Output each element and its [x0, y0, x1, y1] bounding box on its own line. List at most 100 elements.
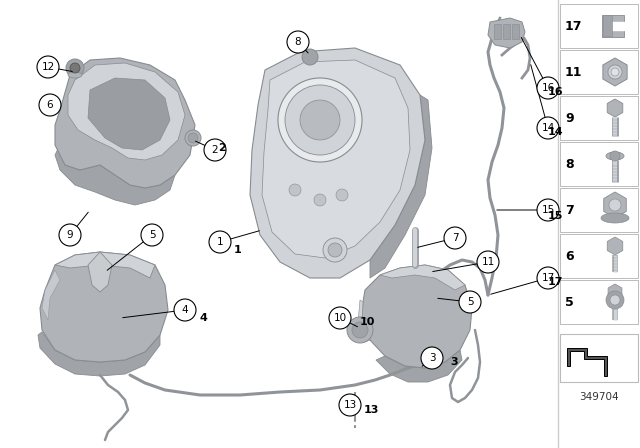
- Circle shape: [66, 59, 84, 77]
- Text: 11: 11: [481, 257, 495, 267]
- Circle shape: [608, 65, 622, 79]
- Circle shape: [70, 63, 80, 73]
- FancyBboxPatch shape: [502, 25, 509, 39]
- Circle shape: [477, 251, 499, 273]
- Polygon shape: [488, 18, 525, 48]
- Text: 5: 5: [148, 230, 156, 240]
- Text: 15: 15: [541, 205, 555, 215]
- Text: 5: 5: [565, 296, 573, 309]
- Circle shape: [59, 224, 81, 246]
- Text: 2: 2: [218, 143, 226, 153]
- Polygon shape: [362, 265, 472, 368]
- Text: 4: 4: [200, 313, 208, 323]
- FancyBboxPatch shape: [560, 334, 638, 382]
- Circle shape: [611, 68, 619, 76]
- Text: 9: 9: [67, 230, 74, 240]
- Text: 16: 16: [541, 83, 555, 93]
- Text: 9: 9: [565, 112, 573, 125]
- Text: 14: 14: [548, 127, 564, 137]
- FancyBboxPatch shape: [560, 50, 638, 94]
- Circle shape: [37, 56, 59, 78]
- Circle shape: [352, 322, 368, 338]
- Polygon shape: [370, 95, 432, 278]
- Text: 17: 17: [565, 20, 582, 33]
- FancyBboxPatch shape: [602, 16, 611, 36]
- Circle shape: [209, 231, 231, 253]
- Text: 14: 14: [541, 123, 555, 133]
- Polygon shape: [567, 348, 607, 376]
- Circle shape: [339, 394, 361, 416]
- Text: 17: 17: [541, 273, 555, 283]
- Text: 10: 10: [360, 317, 376, 327]
- Polygon shape: [88, 78, 170, 150]
- FancyBboxPatch shape: [560, 280, 638, 324]
- Circle shape: [302, 49, 318, 65]
- FancyBboxPatch shape: [560, 4, 638, 48]
- Text: 1: 1: [234, 245, 242, 255]
- Polygon shape: [88, 252, 112, 292]
- Circle shape: [278, 78, 362, 162]
- Text: 1: 1: [217, 237, 223, 247]
- Polygon shape: [55, 58, 195, 188]
- Polygon shape: [262, 60, 410, 258]
- Circle shape: [537, 77, 559, 99]
- Text: 8: 8: [294, 37, 301, 47]
- Circle shape: [323, 238, 347, 262]
- Text: 11: 11: [565, 65, 582, 78]
- Circle shape: [188, 133, 198, 143]
- Ellipse shape: [601, 213, 629, 223]
- Text: 4: 4: [182, 305, 188, 315]
- Text: 349704: 349704: [579, 392, 619, 402]
- Circle shape: [444, 227, 466, 249]
- Circle shape: [141, 224, 163, 246]
- Polygon shape: [68, 63, 185, 160]
- Circle shape: [537, 267, 559, 289]
- Text: 3: 3: [429, 353, 435, 363]
- Circle shape: [300, 100, 340, 140]
- Circle shape: [328, 243, 342, 257]
- Text: 17: 17: [548, 277, 563, 287]
- Circle shape: [329, 307, 351, 329]
- Text: 16: 16: [548, 87, 564, 97]
- Circle shape: [347, 317, 373, 343]
- Circle shape: [174, 299, 196, 321]
- Circle shape: [185, 130, 201, 146]
- Polygon shape: [55, 145, 175, 205]
- FancyBboxPatch shape: [560, 142, 638, 186]
- FancyBboxPatch shape: [602, 15, 624, 37]
- FancyBboxPatch shape: [560, 234, 638, 278]
- Ellipse shape: [68, 72, 82, 78]
- Polygon shape: [358, 300, 370, 342]
- Polygon shape: [611, 22, 625, 30]
- Circle shape: [43, 98, 57, 112]
- Text: 12: 12: [42, 62, 54, 72]
- Text: 7: 7: [565, 203, 573, 216]
- Circle shape: [336, 189, 348, 201]
- Polygon shape: [380, 265, 465, 290]
- FancyBboxPatch shape: [493, 25, 500, 39]
- Circle shape: [606, 291, 624, 309]
- Circle shape: [285, 85, 355, 155]
- Text: 13: 13: [364, 405, 380, 415]
- FancyBboxPatch shape: [560, 188, 638, 232]
- Text: 13: 13: [344, 400, 356, 410]
- FancyBboxPatch shape: [511, 25, 518, 39]
- Polygon shape: [40, 252, 168, 362]
- Text: 10: 10: [333, 313, 347, 323]
- Polygon shape: [250, 48, 425, 278]
- Circle shape: [609, 199, 621, 211]
- Circle shape: [610, 151, 620, 161]
- Text: 8: 8: [565, 158, 573, 171]
- Text: 3: 3: [450, 357, 458, 367]
- Circle shape: [610, 295, 620, 305]
- Circle shape: [459, 291, 481, 313]
- Text: 5: 5: [467, 297, 474, 307]
- Circle shape: [289, 184, 301, 196]
- Ellipse shape: [606, 152, 624, 160]
- Polygon shape: [376, 350, 462, 382]
- Text: 2: 2: [212, 145, 218, 155]
- Circle shape: [537, 117, 559, 139]
- Circle shape: [421, 347, 443, 369]
- Polygon shape: [38, 332, 160, 376]
- FancyBboxPatch shape: [560, 96, 638, 140]
